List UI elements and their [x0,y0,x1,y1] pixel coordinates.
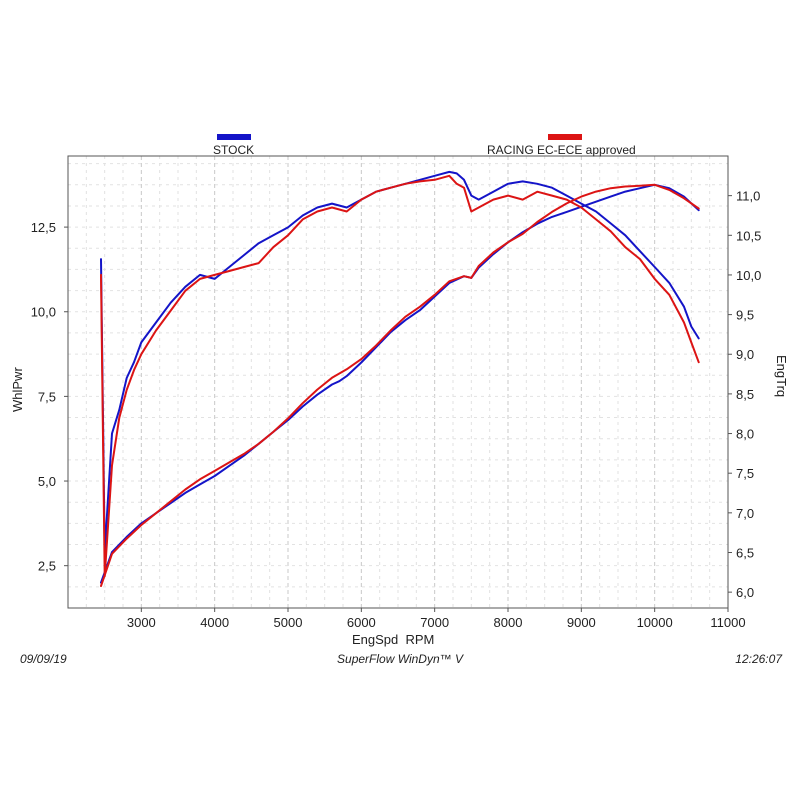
series-stock-power-line [100,183,700,584]
y-right-tick-label: 8,5 [736,387,754,402]
series [100,170,700,587]
series-racing-power-line [100,183,700,587]
y-right-tick-label: 8,0 [736,427,754,442]
y-left-tick-label: 12,5 [31,220,56,235]
series-racing-torque-line [100,174,700,578]
x-axis-title: EngSpd RPM [352,632,434,647]
footer-software: SuperFlow WinDyn™ V [337,652,463,666]
legend-swatch-stock [217,134,251,140]
legend-label-racing: RACING EC-ECE approved [487,143,636,157]
x-tick-label: 3000 [127,615,156,630]
y-left-axis-title: WhlPwr [10,367,25,412]
y-right-tick-label: 10,0 [736,268,761,283]
y-right-tick-label: 6,0 [736,585,754,600]
y-right-tick-label: 7,5 [736,466,754,481]
y-left-tick-label: 2,5 [38,559,56,574]
legend-swatch-racing [548,134,582,140]
legend-label-stock: STOCK [213,143,254,157]
y-right-tick-label: 6,5 [736,545,754,560]
y-left-tick-label: 7,5 [38,389,56,404]
footer-time: 12:26:07 [735,652,782,666]
x-tick-label: 9000 [567,615,596,630]
axis-ticks: 3000 4000 5000 6000 7000 8000 9000 10000 11000 2,… [31,189,762,630]
y-right-tick-label: 10,5 [736,228,761,243]
x-tick-label: 5000 [274,615,303,630]
y-left-tick-label: 5,0 [38,474,56,489]
y-right-tick-label: 9,5 [736,308,754,323]
x-tick-label: 11000 [710,615,745,630]
x-tick-label: 8000 [494,615,523,630]
y-right-tick-label: 9,0 [736,347,754,362]
x-tick-label: 10000 [637,615,673,630]
plot-frame [67,155,729,609]
y-right-tick-label: 7,0 [736,506,754,521]
x-tick-label: 4000 [200,615,229,630]
x-tick-label: 6000 [347,615,376,630]
y-left-tick-label: 10,0 [31,305,56,320]
x-tick-label: 7000 [420,615,449,630]
y-right-axis-title: EngTrq [774,355,789,397]
y-right-tick-label: 11,0 [736,189,760,204]
grid [67,156,729,609]
legend: STOCK RACING EC-ECE approved [213,134,636,157]
footer-date: 09/09/19 [20,652,67,666]
